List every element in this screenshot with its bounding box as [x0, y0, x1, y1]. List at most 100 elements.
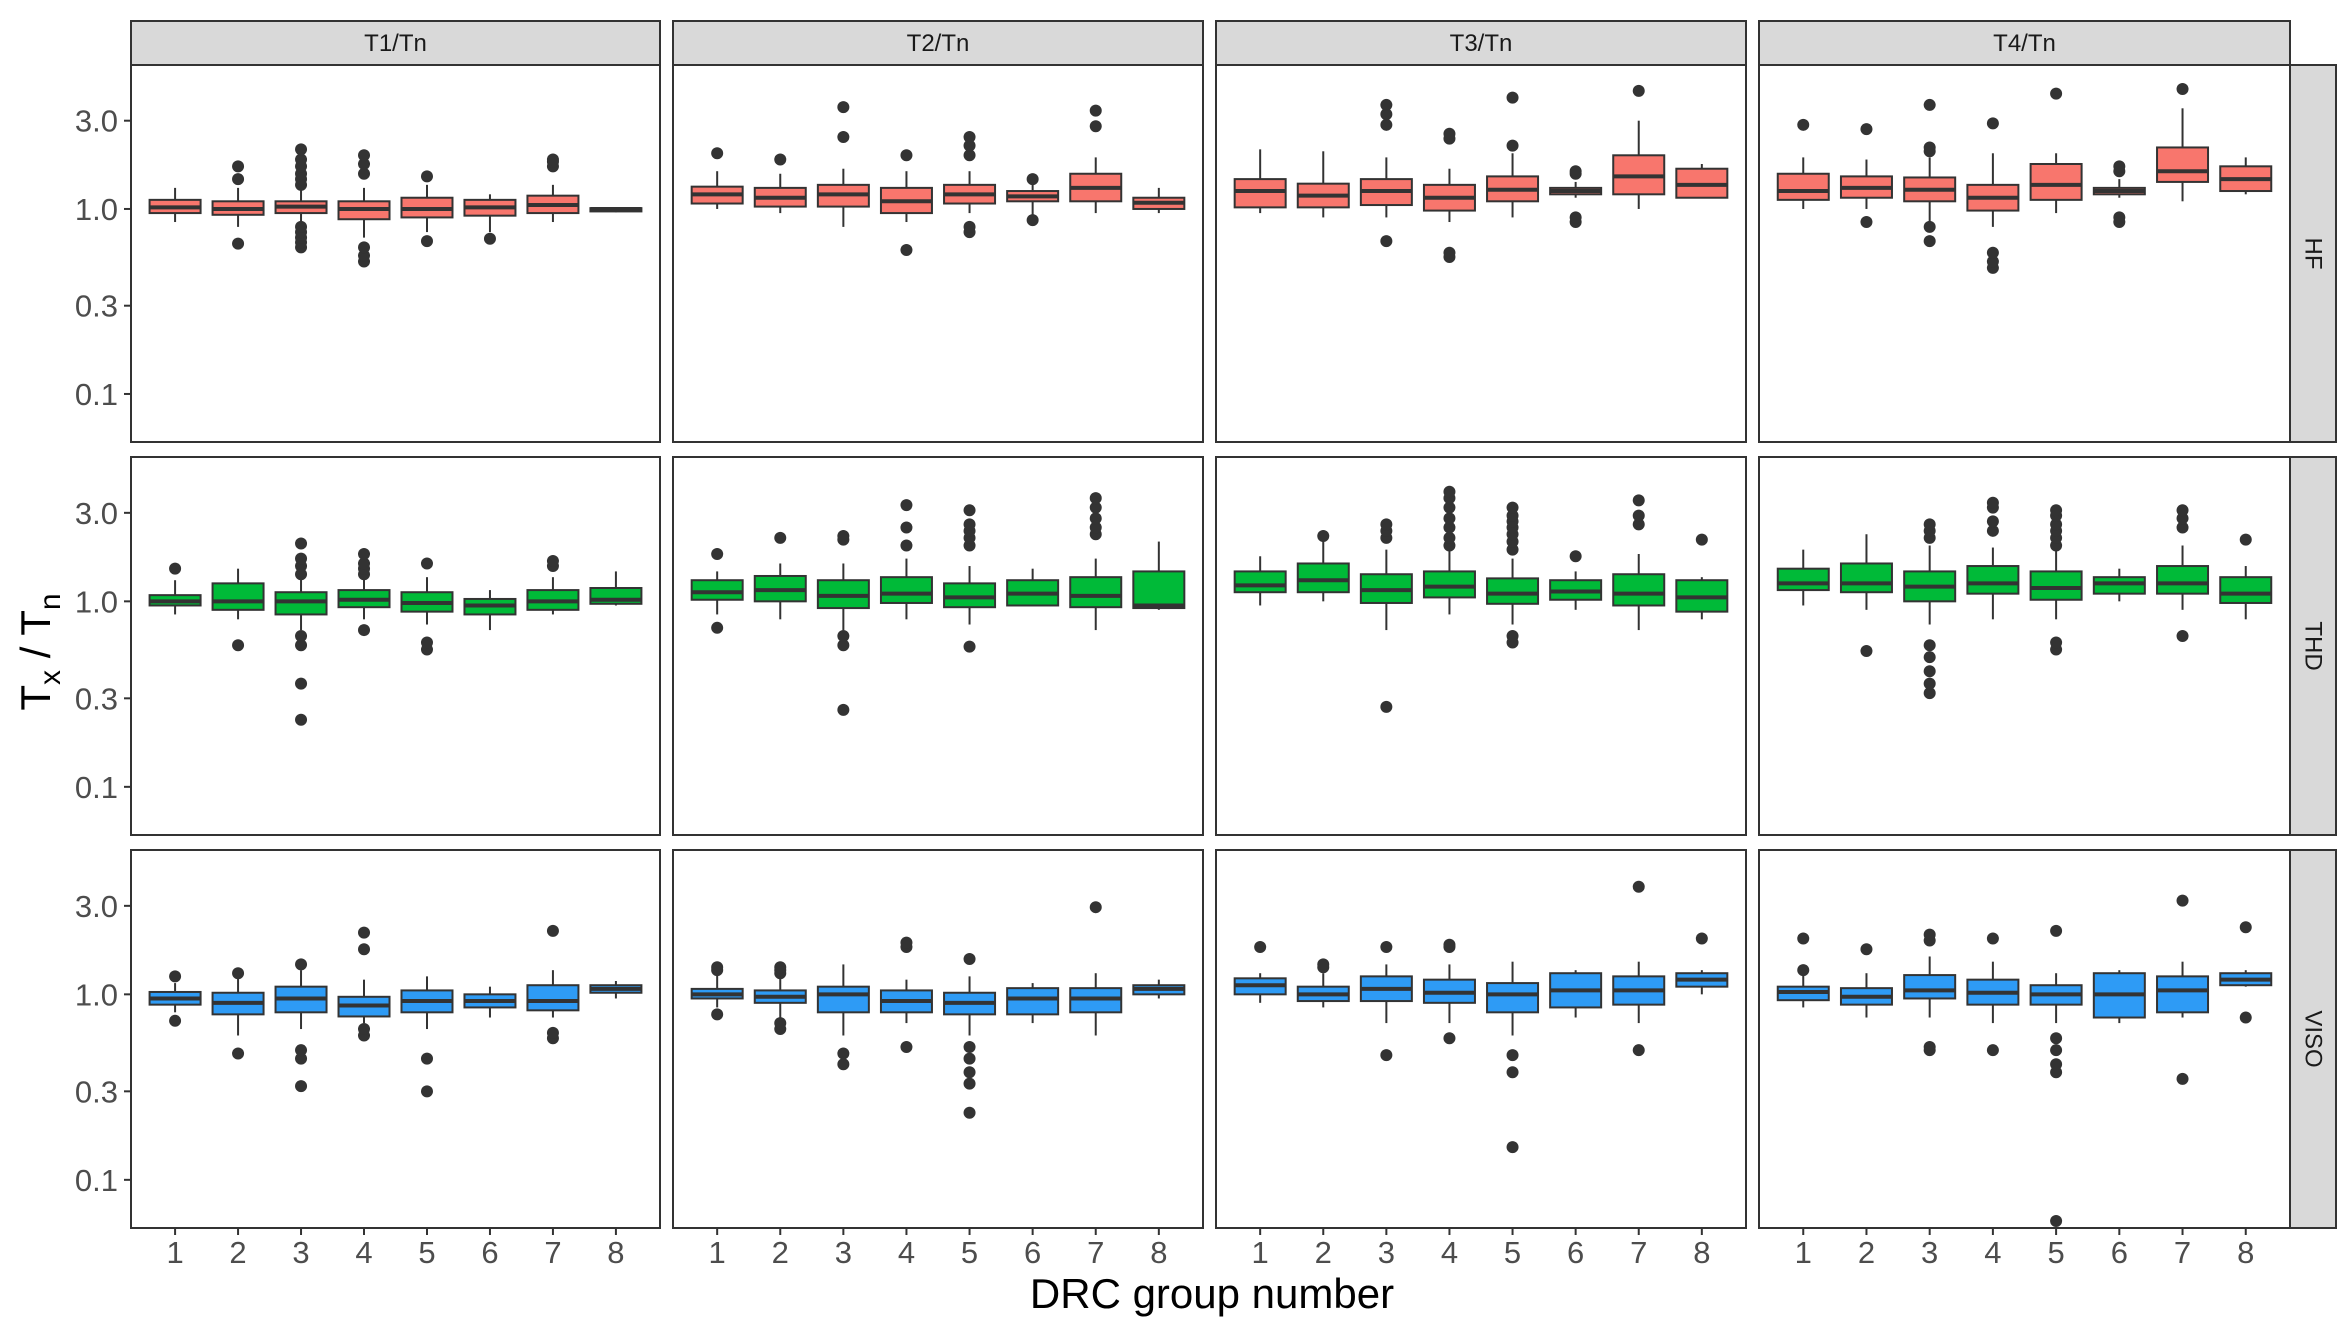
- outlier-point: [358, 943, 371, 956]
- panel-VISO-T4-Tn: [1758, 849, 2291, 1229]
- outlier-point: [546, 153, 559, 166]
- outlier-point: [711, 961, 724, 974]
- box-VISO-T1-Tn-group-1: [148, 970, 202, 1027]
- box-iqr: [879, 576, 933, 604]
- outlier-point: [169, 970, 182, 983]
- outlier-point: [1986, 1044, 1999, 1057]
- outlier-point: [1089, 120, 1102, 133]
- box-VISO-T2-Tn-group-2: [753, 961, 807, 1036]
- outlier-point: [1317, 958, 1330, 971]
- outlier-point: [1860, 123, 1873, 136]
- outlier-point: [295, 1080, 308, 1093]
- y-axis-title-main: T: [12, 685, 59, 711]
- box-THD-T3-Tn-group-1: [1233, 556, 1287, 606]
- box-VISO-T4-Tn-group-7: [2156, 894, 2210, 1085]
- panel-THD-T1-Tn: [130, 456, 661, 836]
- outlier-point: [2239, 921, 2252, 934]
- outlier-point: [1797, 118, 1810, 131]
- box-iqr: [1486, 577, 1540, 605]
- outlier-point: [1089, 104, 1102, 117]
- outlier-point: [900, 244, 913, 257]
- panel-HF-T1-Tn: [130, 64, 661, 443]
- outlier-point: [1632, 1044, 1645, 1057]
- outlier-point: [2050, 924, 2063, 937]
- x-tick-label: 3: [292, 1235, 309, 1270]
- y-tick-label: 1.0: [75, 977, 118, 1012]
- box-HF-T1-Tn-group-4: [337, 149, 391, 268]
- box-HF-T4-Tn-group-5: [2029, 87, 2083, 214]
- x-tick-label: 7: [1087, 1235, 1104, 1270]
- outlier-point: [232, 160, 245, 173]
- outlier-point: [358, 1023, 371, 1036]
- outlier-point: [1986, 515, 1999, 528]
- panel-HF-T3-Tn: [1215, 64, 1747, 443]
- outlier-point: [358, 926, 371, 939]
- panel-THD-T4-Tn: [1758, 456, 2291, 836]
- column-strip-T1-Tn: T1/Tn: [130, 20, 661, 66]
- box-iqr: [816, 985, 870, 1014]
- x-tick-label: 2: [1858, 1235, 1875, 1270]
- outlier-point: [711, 147, 724, 160]
- box-iqr: [690, 579, 744, 601]
- box-iqr: [1839, 562, 1893, 594]
- outlier-point: [1089, 901, 1102, 914]
- panel-background: [131, 850, 660, 1228]
- outlier-point: [2239, 533, 2252, 546]
- panel-border: [130, 456, 661, 836]
- box-HF-T1-Tn-group-5: [400, 170, 454, 248]
- outlier-point: [1317, 530, 1330, 543]
- box-HF-T4-Tn-group-2: [1839, 123, 1893, 229]
- column-strip-label: T1/Tn: [364, 30, 427, 57]
- panel-VISO-T2-Tn: [672, 849, 1204, 1229]
- panel-background: [1216, 457, 1746, 835]
- x-tick-label: 8: [607, 1235, 624, 1270]
- box-THD-T1-Tn-group-5: [400, 557, 454, 656]
- box-iqr: [1006, 987, 1060, 1016]
- outlier-point: [1443, 501, 1456, 514]
- row-strip-HF: HF: [2289, 64, 2337, 443]
- box-VISO-T1-Tn-group-2: [211, 967, 265, 1060]
- outlier-point: [837, 530, 850, 543]
- y-tick-label: 0.1: [75, 1163, 118, 1198]
- y-tick-label: 0.1: [75, 770, 118, 805]
- box-VISO-T4-Tn-group-4: [1966, 932, 2020, 1057]
- box-iqr: [1612, 573, 1666, 607]
- outlier-point: [2050, 1032, 2063, 1045]
- box-THD-T4-Tn-group-6: [2092, 568, 2146, 602]
- box-THD-T3-Tn-group-5: [1486, 501, 1540, 649]
- outlier-point: [1380, 940, 1393, 953]
- panel-background: [1759, 457, 2290, 835]
- outlier-point: [2176, 894, 2189, 907]
- outlier-point: [711, 621, 724, 634]
- box-HF-T2-Tn-group-8: [1132, 187, 1186, 214]
- box-THD-T2-Tn-group-3: [816, 530, 870, 716]
- outlier-point: [1089, 492, 1102, 505]
- outlier-point: [295, 552, 308, 565]
- panel-border: [672, 456, 1204, 836]
- box-THD-T1-Tn-group-8: [589, 571, 643, 606]
- x-tick-label: 7: [2174, 1235, 2191, 1270]
- box-HF-T2-Tn-group-4: [879, 149, 933, 257]
- outlier-point: [420, 170, 433, 183]
- outlier-point: [1632, 880, 1645, 893]
- outlier-point: [2050, 518, 2063, 531]
- outlier-point: [774, 961, 787, 974]
- y-tick-label: 3.0: [75, 104, 118, 139]
- axes-layer: 0.1 0.3 1.0 3.0 0.1 0.3 1.0 3.0 0.1 0.3 1.0 3.0 1 2 3 4…: [75, 104, 2254, 1270]
- y-axis-title-sub-n: n: [34, 593, 67, 610]
- outlier-point: [963, 640, 976, 653]
- outlier-point: [546, 924, 559, 937]
- box-VISO-T4-Tn-group-6: [2092, 970, 2146, 1024]
- outlier-point: [2176, 83, 2189, 96]
- column-strip-T4-Tn: T4/Tn: [1758, 20, 2291, 66]
- box-VISO-T3-Tn-group-2: [1296, 958, 1350, 1008]
- outlier-point: [1380, 108, 1393, 121]
- box-THD-T2-Tn-group-8: [1132, 541, 1186, 610]
- outlier-point: [358, 624, 371, 637]
- outlier-point: [295, 568, 308, 581]
- panel-HF-T2-Tn: [672, 64, 1204, 443]
- x-tick-label: 1: [1252, 1235, 1269, 1270]
- outlier-point: [1923, 928, 1936, 941]
- row-strip-label: VISO: [2300, 1010, 2327, 1067]
- panel-background: [1759, 850, 2290, 1228]
